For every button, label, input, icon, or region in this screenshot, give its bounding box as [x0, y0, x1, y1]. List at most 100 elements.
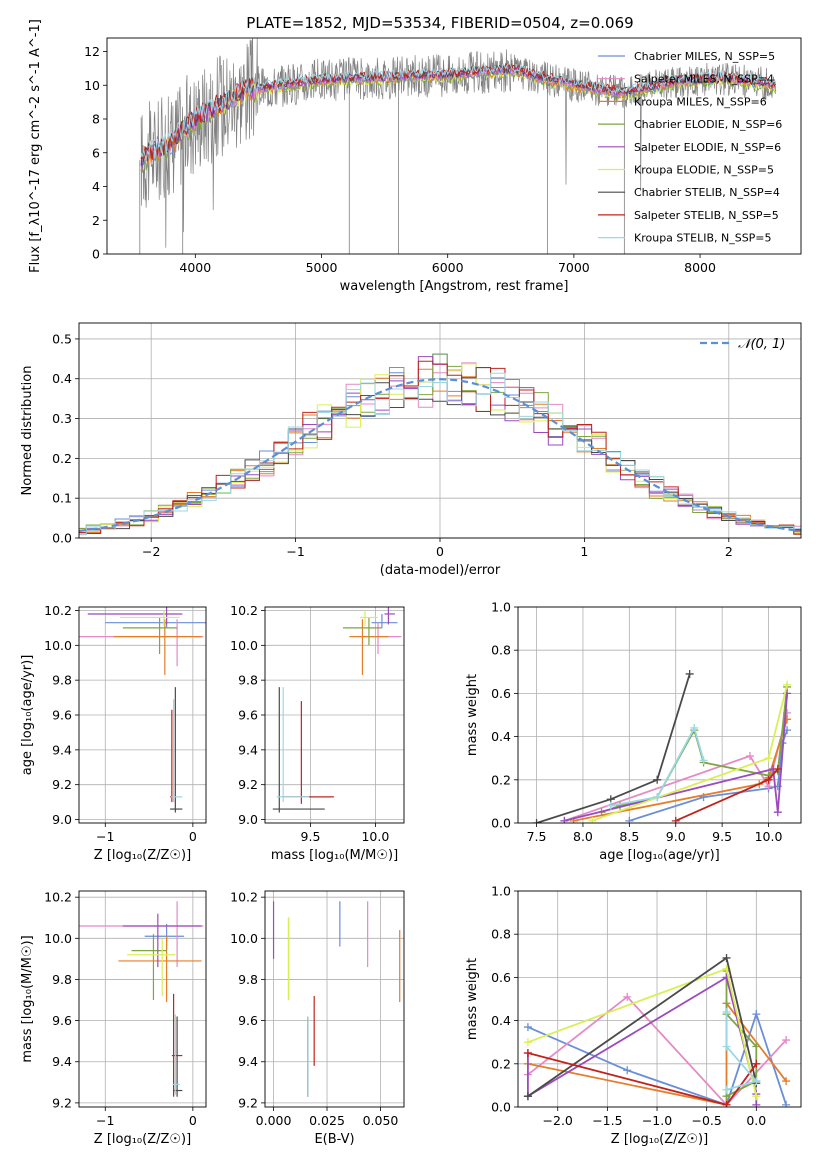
y-axis-label: age [log₁₀(age/yr)] — [20, 655, 35, 776]
axes-frame — [517, 606, 802, 824]
x-tick-label: 10.0 — [361, 829, 389, 844]
y-tick-label: 0.4 — [491, 1013, 511, 1028]
x-axis-label: Z [log₁₀(Z/Z☉)] — [94, 1132, 191, 1147]
y-axis-label: mass [log₁₀(M/M☉)] — [20, 935, 35, 1062]
y-tick-label: 10.2 — [44, 890, 72, 905]
y-tick-label: 9.6 — [238, 708, 258, 723]
point-marker — [752, 1059, 761, 1068]
point-marker — [782, 1100, 791, 1107]
x-tick-label: −1 — [286, 544, 304, 559]
legend-label: Kroupa ELODIE, N_SSP=5 — [634, 164, 774, 177]
y-tick-label: 10.2 — [230, 890, 258, 905]
y-tick-label: 0.2 — [491, 1056, 511, 1071]
x-tick-label: −1 — [96, 829, 114, 844]
point-marker — [560, 816, 569, 823]
errorbar-point — [144, 923, 185, 949]
y-tick-label: 6 — [92, 145, 100, 160]
plot-area — [272, 901, 401, 1097]
y-axis-label: Normed distribution — [20, 366, 35, 496]
point-marker — [653, 775, 662, 784]
x-tick-label: 8.0 — [573, 829, 593, 844]
y-tick-label: 0.5 — [52, 331, 72, 346]
axes-frame — [264, 890, 405, 1108]
x-axis-label: E(B-V) — [314, 1132, 354, 1147]
chart-mass_vs_Z: −1 0 9.2 9.4 9.6 9.8 10.0 10.2 Z [log₁₀(Z/Z☉)] ma… — [20, 890, 207, 1147]
plot-area — [139, 38, 777, 254]
errorbar-point — [281, 701, 334, 804]
x-tick-label: 7000 — [558, 260, 590, 275]
errorbar-point — [359, 610, 379, 627]
point-marker — [722, 953, 731, 962]
y-tick-label: 0.6 — [491, 686, 511, 701]
y-tick-label: 10.2 — [44, 603, 72, 618]
y-tick-label: 9.6 — [52, 1013, 72, 1028]
point-marker — [782, 1036, 791, 1045]
chart-spectrum: Chabrier MILES, N_SSP=5 Salpeter MILES, N… — [28, 19, 802, 294]
plot-area — [532, 669, 792, 823]
point-marker — [653, 793, 662, 802]
y-tick-label: 0.2 — [52, 451, 72, 466]
y-tick-label: 10.0 — [230, 931, 258, 946]
y-tick-label: 0.8 — [491, 643, 511, 658]
point-marker — [752, 1010, 761, 1019]
y-tick-label: 12 — [84, 44, 100, 59]
chart-mass_vs_ebv: 0.000 0.025 0.050 9.2 9.4 9.6 9.8 10.0 10.2 E(B-V… — [230, 890, 405, 1147]
x-axis-label: age [log₁₀(age/yr)] — [599, 848, 720, 863]
x-tick-label: −2 — [142, 544, 160, 559]
errorbar-point — [272, 687, 325, 813]
y-tick-label: 9.4 — [52, 1054, 72, 1069]
point-marker — [523, 1023, 532, 1032]
normal-curve — [79, 378, 801, 533]
y-tick-label: 9.0 — [52, 812, 72, 827]
legend-label: Kroupa MILES, N_SSP=6 — [634, 95, 767, 108]
point-marker — [588, 816, 597, 823]
x-tick-label: 0 — [189, 829, 197, 844]
x-tick-label: 5000 — [306, 260, 338, 275]
x-axis-label: (data-model)/error — [380, 563, 501, 578]
axes-frame — [78, 890, 207, 1108]
plot-area — [79, 353, 801, 536]
x-tick-label: 6000 — [432, 260, 464, 275]
errorbar-point — [118, 936, 202, 1003]
series-line-8 — [610, 725, 705, 807]
y-tick-label: 1.0 — [491, 884, 511, 899]
y-tick-label: 9.0 — [238, 812, 258, 827]
x-tick-label: 1 — [580, 544, 588, 559]
y-tick-label: 0.0 — [491, 816, 511, 831]
point-marker — [773, 808, 782, 817]
y-tick-label: 10.0 — [230, 638, 258, 653]
histogram-8 — [79, 372, 801, 536]
y-tick-label: 0.8 — [491, 927, 511, 942]
legend-label: Chabrier ELODIE, N_SSP=6 — [634, 118, 782, 131]
errorbar-point — [172, 1014, 180, 1095]
errorbar-point — [131, 934, 167, 1001]
y-tick-label: 10.0 — [44, 638, 72, 653]
series-line-8 — [725, 1012, 758, 1091]
chart-mass_weight_vs_Z: −2.0 −1.5 −1.0 −0.5 0.0 0.0 0.2 0.4 0.6 0.8 1.0 Z [… — [465, 884, 802, 1147]
y-tick-label: 0.1 — [52, 491, 72, 506]
chart-mass_weight_vs_age: 7.5 8.0 8.5 9.0 9.5 10.0 0.0 0.2 0.4 0.6 0.8 1.0 age… — [465, 600, 802, 863]
axes-frame — [517, 890, 802, 1108]
point-marker — [623, 992, 632, 1001]
model-spectrum-8 — [140, 63, 777, 161]
series-line-6 — [536, 673, 691, 823]
x-tick-label: 2 — [725, 544, 733, 559]
y-tick-label: 9.8 — [238, 972, 258, 987]
point-marker — [523, 1038, 532, 1047]
y-tick-label: 9.6 — [52, 708, 72, 723]
point-marker — [523, 1049, 532, 1057]
point-marker — [752, 1100, 761, 1107]
errorbar-point — [171, 993, 183, 1097]
x-tick-label: 0.025 — [309, 1113, 345, 1128]
series-line-7 — [527, 1052, 758, 1106]
y-tick-label: 4 — [92, 179, 100, 194]
y-tick-label: 8 — [92, 112, 100, 127]
y-tick-label: 9.2 — [52, 777, 72, 792]
point-marker — [625, 816, 634, 823]
legend: Chabrier MILES, N_SSP=5 Salpeter MILES, N… — [598, 50, 782, 245]
errorbar-point — [122, 617, 178, 655]
series-line-2 — [527, 1000, 787, 1106]
series-line-2 — [573, 719, 788, 822]
legend-label: 𝒩(0, 1) — [738, 337, 785, 352]
